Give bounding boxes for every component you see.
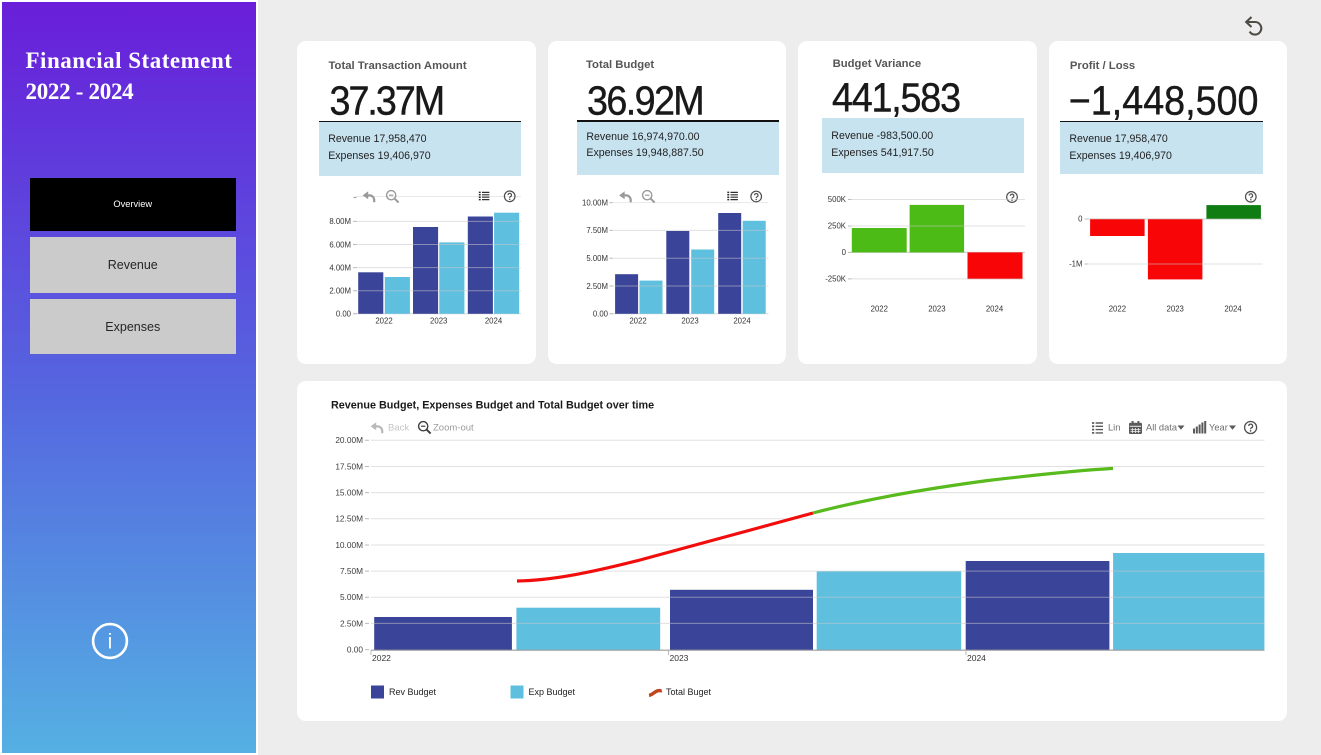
svg-text:Back: Back — [388, 423, 409, 434]
svg-text:2024: 2024 — [733, 316, 751, 325]
svg-text:2.50M: 2.50M — [340, 618, 363, 628]
svg-text:2024: 2024 — [986, 304, 1004, 313]
svg-text:5.00M: 5.00M — [340, 592, 363, 602]
svg-text:2024: 2024 — [1224, 304, 1242, 313]
svg-text:12.50M: 12.50M — [335, 514, 363, 524]
svg-text:2.50M: 2.50M — [586, 282, 608, 291]
svg-text:Revenue Budget, Expenses Budge: Revenue Budget, Expenses Budget and Tota… — [331, 400, 654, 412]
svg-text:15.00M: 15.00M — [335, 488, 363, 498]
svg-text:-1M: -1M — [1069, 260, 1082, 269]
svg-text:8.00M: 8.00M — [329, 217, 351, 226]
svg-text:Total Buget: Total Buget — [666, 687, 712, 697]
svg-text:2022: 2022 — [375, 316, 392, 325]
svg-text:0: 0 — [1078, 215, 1083, 224]
svg-text:2023: 2023 — [681, 316, 698, 325]
svg-text:2023: 2023 — [1166, 304, 1183, 313]
svg-text:10.00M: 10.00M — [581, 198, 607, 207]
svg-text:2023: 2023 — [928, 304, 945, 313]
svg-text:2024: 2024 — [485, 316, 503, 325]
svg-text:Year: Year — [1209, 423, 1228, 433]
svg-text:2022: 2022 — [1108, 304, 1125, 313]
svg-text:Rev Budget: Rev Budget — [389, 687, 437, 697]
svg-text:Lin: Lin — [1108, 423, 1120, 433]
svg-text:0.00: 0.00 — [336, 310, 352, 319]
svg-text:2022: 2022 — [629, 316, 646, 325]
svg-text:2023: 2023 — [430, 316, 447, 325]
svg-text:Zoom-out: Zoom-out — [433, 423, 474, 434]
svg-text:5.00M: 5.00M — [586, 254, 608, 263]
svg-text:20.00M: 20.00M — [335, 435, 363, 445]
svg-text:Exp Budget: Exp Budget — [529, 687, 576, 697]
svg-text:500K: 500K — [828, 195, 847, 204]
svg-text:-250K: -250K — [825, 275, 847, 284]
svg-text:2024: 2024 — [967, 653, 986, 663]
svg-text:2022: 2022 — [871, 304, 888, 313]
svg-text:7.50M: 7.50M — [586, 226, 608, 235]
svg-text:6.00M: 6.00M — [329, 240, 351, 249]
svg-text:2022: 2022 — [372, 653, 391, 663]
svg-text:17.50M: 17.50M — [335, 461, 363, 471]
svg-text:2023: 2023 — [670, 653, 689, 663]
svg-text:250K: 250K — [828, 222, 847, 231]
svg-text:4.00M: 4.00M — [329, 263, 351, 272]
svg-text:0.00: 0.00 — [592, 310, 608, 319]
svg-text:i: i — [107, 631, 112, 654]
svg-text:2.00M: 2.00M — [329, 287, 351, 296]
svg-text:7.50M: 7.50M — [340, 566, 363, 576]
svg-text:10.00M: 10.00M — [335, 540, 363, 550]
svg-text:0: 0 — [842, 248, 847, 257]
svg-text:0.00: 0.00 — [347, 645, 364, 655]
svg-text:All data: All data — [1146, 423, 1178, 433]
